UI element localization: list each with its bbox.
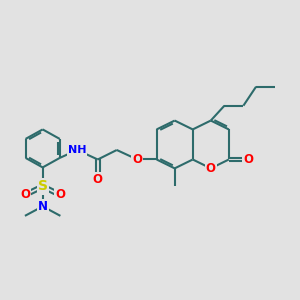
Text: O: O bbox=[93, 172, 103, 186]
Text: O: O bbox=[206, 162, 216, 175]
Text: NH: NH bbox=[68, 145, 86, 155]
Text: S: S bbox=[38, 179, 48, 194]
Text: O: O bbox=[132, 153, 142, 166]
Text: N: N bbox=[38, 200, 48, 213]
Text: O: O bbox=[56, 188, 65, 202]
Text: O: O bbox=[243, 153, 253, 166]
Text: O: O bbox=[20, 188, 30, 202]
